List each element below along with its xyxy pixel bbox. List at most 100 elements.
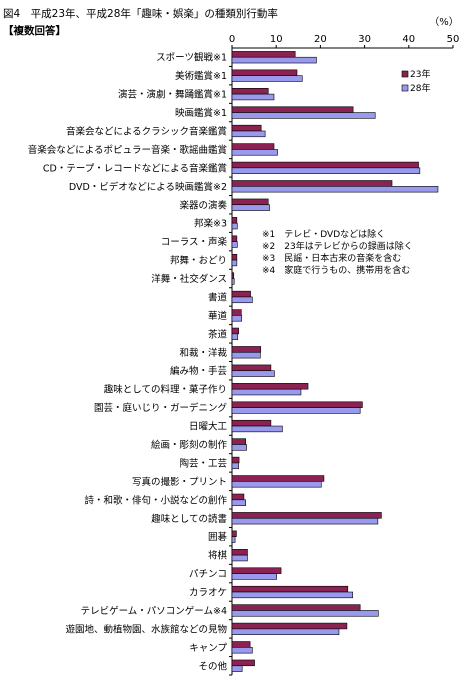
category-label: スポーツ観戦※1 bbox=[156, 52, 227, 64]
bar-23 bbox=[231, 567, 282, 574]
bar-23 bbox=[231, 549, 248, 556]
bars bbox=[231, 51, 439, 672]
notes: ※1 テレビ・DVDなどは除く※2 23年はテレビからの録画は除く※3 民謡・日… bbox=[262, 228, 413, 276]
legend-swatch bbox=[401, 84, 409, 92]
bar-28 bbox=[231, 278, 235, 285]
bar-23 bbox=[231, 161, 419, 169]
category-label: 園芸・庭いじり・ガーデニング bbox=[94, 402, 228, 414]
x-tick-label: 20 bbox=[314, 34, 327, 45]
bar-28 bbox=[231, 388, 302, 396]
bar-28 bbox=[231, 296, 253, 304]
category-label: DVD・ビデオなどによる映画鑑賞※2 bbox=[69, 181, 227, 193]
bar-28 bbox=[231, 56, 317, 64]
note-text: ※1 テレビ・DVDなどは除く bbox=[262, 228, 385, 240]
bar-28 bbox=[231, 149, 278, 156]
bar-28 bbox=[231, 259, 238, 267]
x-tick-label: 30 bbox=[358, 34, 371, 45]
note-text: ※3 民謡・日本古来の音楽を含む bbox=[262, 252, 401, 264]
x-tick-label: 50 bbox=[447, 34, 460, 45]
note-text: ※4 家庭で行うもの、携帯用を含む bbox=[262, 264, 410, 276]
bar-23 bbox=[231, 401, 363, 408]
bar-28 bbox=[231, 462, 239, 470]
legend-label: 28年 bbox=[410, 82, 430, 94]
bar-23 bbox=[231, 88, 269, 95]
bar-23 bbox=[231, 217, 238, 224]
bar-28 bbox=[231, 112, 376, 119]
bar-28 bbox=[231, 444, 247, 451]
bar-28 bbox=[231, 204, 270, 211]
category-label: 遊園地、動植物園、水族館などの見物 bbox=[65, 623, 227, 635]
category-label: 囲碁 bbox=[208, 531, 228, 543]
bar-28 bbox=[231, 351, 261, 359]
category-label: 編み物・手芸 bbox=[170, 365, 227, 377]
category-label: 映画鑑賞※1 bbox=[175, 107, 227, 119]
bar-23 bbox=[231, 327, 239, 335]
bar-23 bbox=[231, 253, 238, 261]
bar-23 bbox=[231, 512, 382, 519]
category-label: 華道 bbox=[208, 310, 228, 322]
bar-23 bbox=[231, 604, 361, 611]
bar-23 bbox=[231, 180, 393, 187]
category-label: 和裁・洋裁 bbox=[179, 347, 227, 359]
bar-23 bbox=[231, 124, 262, 132]
category-label: 趣味としての読書 bbox=[151, 513, 227, 525]
bar-28 bbox=[231, 647, 253, 654]
bar-28 bbox=[231, 130, 266, 138]
chart-title: 図4 平成23年、平成28年「趣味・娯楽」の種類別行動率 bbox=[3, 7, 278, 20]
bar-28 bbox=[231, 425, 283, 433]
bar-28 bbox=[231, 407, 361, 414]
category-label: 音楽会などによるクラシック音楽鑑賞 bbox=[66, 125, 227, 137]
category-label: 茶道 bbox=[208, 328, 228, 340]
bar-28 bbox=[231, 75, 303, 82]
category-label: 邦楽※3 bbox=[194, 218, 227, 230]
bar-28 bbox=[231, 610, 379, 617]
category-label: カラオケ bbox=[189, 588, 227, 599]
category-label: 書道 bbox=[208, 291, 228, 303]
category-label: 演芸・演劇・舞踊鑑賞※1 bbox=[118, 89, 227, 101]
bar-28 bbox=[231, 499, 247, 506]
bar-23 bbox=[231, 438, 247, 445]
bar-28 bbox=[231, 315, 243, 322]
bar-23 bbox=[231, 143, 275, 150]
category-label: CD・テープ・レコードなどによる音楽鑑賞 bbox=[43, 162, 227, 174]
legend-label: 23年 bbox=[410, 68, 430, 80]
category-labels: スポーツ観戦※1 美術鑑賞※1 演芸・演劇・舞踊鑑賞※1 映画鑑賞※1 音楽会などによる… bbox=[28, 52, 232, 676]
bar-23 bbox=[231, 290, 251, 298]
bar-23 bbox=[231, 475, 325, 482]
category-label: 日曜大工 bbox=[189, 421, 228, 433]
category-label: キャンプ bbox=[189, 643, 227, 654]
bar-28 bbox=[231, 222, 238, 230]
bar-23 bbox=[231, 51, 296, 58]
bar-28 bbox=[231, 370, 275, 377]
bar-23 bbox=[231, 69, 298, 76]
bar-23 bbox=[231, 309, 242, 316]
bar-23 bbox=[231, 622, 348, 630]
bar-23 bbox=[231, 456, 240, 464]
category-label: 陶芸・工芸 bbox=[179, 457, 227, 469]
chart-subtitle: 【複数回答】 bbox=[3, 24, 66, 37]
category-label: 趣味としての料理・菓子作り bbox=[104, 384, 227, 396]
bar-23 bbox=[231, 530, 237, 537]
category-label: 写真の撮影・プリント bbox=[132, 476, 227, 488]
bar-23 bbox=[231, 493, 245, 501]
category-label: 洋舞・社交ダンス bbox=[151, 273, 227, 285]
bar-23 bbox=[231, 198, 269, 206]
category-label: 絵画・彫刻の制作 bbox=[151, 439, 228, 451]
category-label: 邦舞・おどり bbox=[170, 255, 227, 267]
bar-23 bbox=[231, 106, 354, 113]
bar-28 bbox=[231, 517, 379, 525]
x-tick-label: 0 bbox=[229, 34, 235, 45]
category-label: その他 bbox=[198, 660, 227, 672]
bar-28 bbox=[231, 665, 243, 672]
note-text: ※2 23年はテレビからの録画は除く bbox=[262, 240, 413, 252]
bar-23 bbox=[231, 383, 309, 390]
bar-28 bbox=[231, 591, 353, 599]
bar-28 bbox=[231, 628, 340, 635]
bar-28 bbox=[231, 186, 439, 193]
bar-28 bbox=[231, 554, 248, 562]
bar-23 bbox=[231, 235, 238, 242]
category-label: 美術鑑賞※1 bbox=[175, 70, 227, 82]
bar-23 bbox=[231, 585, 349, 593]
